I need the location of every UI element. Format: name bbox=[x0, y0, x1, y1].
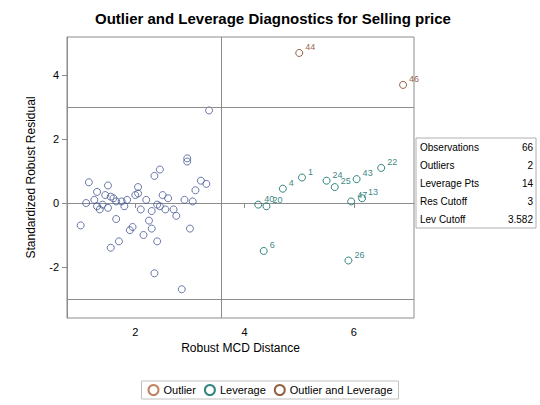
svg-text:25: 25 bbox=[341, 176, 351, 186]
svg-text:Robust MCD Distance: Robust MCD Distance bbox=[181, 341, 300, 355]
svg-text:Outlier and Leverage Diagnosti: Outlier and Leverage Diagnostics for Sel… bbox=[95, 10, 451, 27]
svg-text:43: 43 bbox=[363, 168, 373, 178]
svg-text:66: 66 bbox=[522, 142, 534, 153]
svg-text:13: 13 bbox=[368, 187, 378, 197]
svg-text:47: 47 bbox=[357, 190, 367, 200]
svg-text:Leverage: Leverage bbox=[220, 384, 266, 396]
svg-text:22: 22 bbox=[387, 157, 397, 167]
svg-text:4: 4 bbox=[289, 178, 294, 188]
svg-text:-2: -2 bbox=[49, 261, 59, 273]
svg-text:3: 3 bbox=[527, 196, 533, 207]
svg-text:Outlier and Leverage: Outlier and Leverage bbox=[290, 384, 393, 396]
svg-text:Lev Cutoff: Lev Cutoff bbox=[420, 214, 466, 225]
svg-text:3.582: 3.582 bbox=[508, 214, 533, 225]
svg-text:Outlier: Outlier bbox=[163, 384, 196, 396]
svg-text:46: 46 bbox=[409, 74, 419, 84]
svg-text:2: 2 bbox=[53, 133, 59, 145]
svg-text:Observations: Observations bbox=[420, 142, 479, 153]
svg-text:4: 4 bbox=[53, 69, 59, 81]
svg-text:0: 0 bbox=[53, 197, 59, 209]
svg-text:24: 24 bbox=[332, 169, 343, 180]
svg-text:14: 14 bbox=[522, 178, 534, 189]
svg-text:4: 4 bbox=[242, 326, 248, 338]
svg-text:44: 44 bbox=[305, 42, 315, 52]
svg-text:26: 26 bbox=[354, 250, 364, 260]
svg-text:2: 2 bbox=[527, 160, 533, 171]
svg-text:40: 40 bbox=[264, 193, 275, 204]
svg-text:6: 6 bbox=[351, 326, 357, 338]
svg-text:2: 2 bbox=[132, 326, 138, 338]
svg-text:Res Cutoff: Res Cutoff bbox=[420, 196, 467, 207]
svg-text:Outliers: Outliers bbox=[420, 160, 454, 171]
svg-text:Leverage Pts: Leverage Pts bbox=[420, 178, 479, 189]
svg-text:6: 6 bbox=[270, 240, 275, 250]
svg-text:1: 1 bbox=[308, 167, 313, 177]
svg-text:20: 20 bbox=[272, 195, 282, 205]
svg-text:Standardized Robust Residual: Standardized Robust Residual bbox=[24, 96, 38, 258]
